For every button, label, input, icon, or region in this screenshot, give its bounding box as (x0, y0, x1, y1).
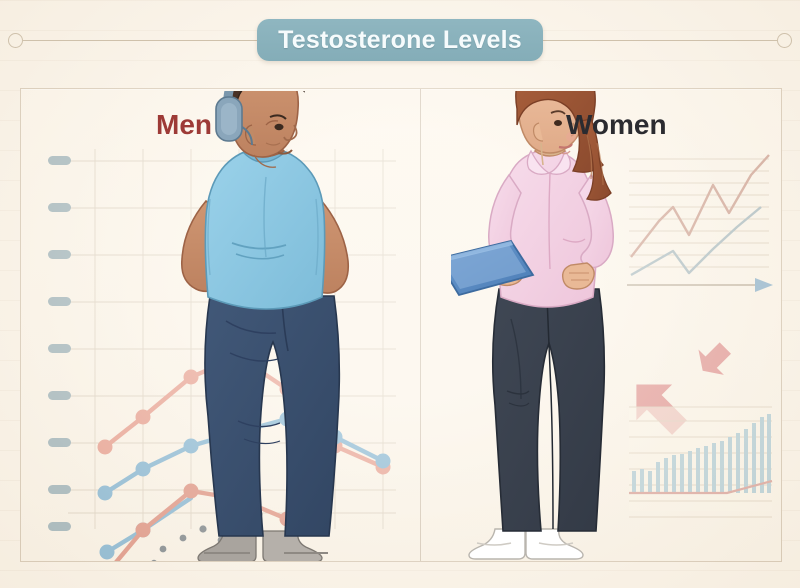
x-axis-arrow-icon (755, 278, 773, 292)
woman-shoes (468, 528, 584, 560)
title-decoration-right (531, 33, 792, 48)
man-illustration (180, 91, 350, 561)
woman-illustration (451, 91, 614, 560)
y-axis-ticks (48, 156, 71, 531)
man-shirt (204, 142, 326, 310)
circle-pin-icon (8, 33, 23, 48)
pin-rule-line (531, 39, 777, 42)
page-title: Testosterone Levels (278, 25, 522, 54)
title-decoration-left (8, 33, 269, 48)
circle-pin-icon (777, 33, 792, 48)
pin-rule-line (23, 39, 269, 42)
illustration-frame: Men Women (20, 88, 782, 562)
panel-title-men: Men (156, 109, 212, 140)
woman-pants (491, 288, 606, 532)
man-pants (204, 295, 341, 537)
panel-title-women: Women (566, 109, 667, 140)
title-banner: Testosterone Levels (257, 19, 543, 61)
